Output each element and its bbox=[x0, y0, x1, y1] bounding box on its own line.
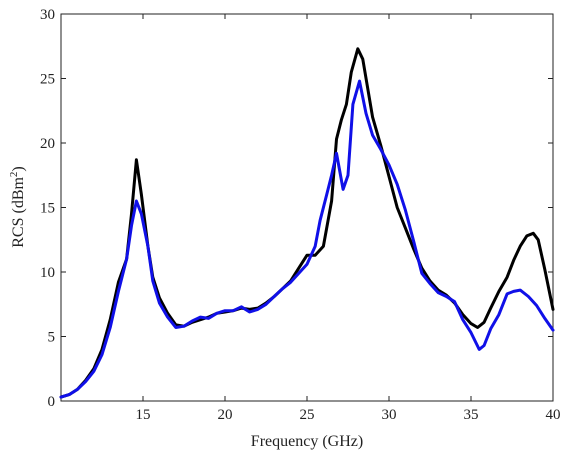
y-axis-title-base: RCS (dBm bbox=[10, 177, 27, 248]
x-tick-label: 20 bbox=[218, 407, 233, 423]
x-tick-label: 30 bbox=[382, 407, 397, 423]
x-tick-label: 35 bbox=[464, 407, 479, 423]
y-axis-title-end: ) bbox=[10, 166, 27, 171]
y-tick-label: 25 bbox=[40, 72, 55, 88]
y-tick-label: 10 bbox=[40, 265, 55, 281]
series-line-2 bbox=[59, 79, 555, 399]
y-axis-title: RCS (dBm2) bbox=[8, 166, 27, 248]
y-tick-label: 20 bbox=[40, 136, 55, 152]
y-tick-label: 0 bbox=[48, 394, 56, 410]
axis-ticks: 15 20 25 30 35 40 0 5 10 15 20 25 30 bbox=[40, 7, 561, 423]
y-tick-label: 15 bbox=[40, 201, 55, 217]
series-line-1 bbox=[59, 47, 555, 399]
x-tick-label: 40 bbox=[546, 407, 561, 423]
x-tick-label: 15 bbox=[136, 407, 151, 423]
x-tick-label: 25 bbox=[300, 407, 315, 423]
series-group bbox=[59, 47, 555, 399]
x-axis-title: Frequency (GHz) bbox=[251, 433, 363, 450]
y-tick-label: 30 bbox=[40, 7, 55, 23]
y-axis-title-superscript: 2 bbox=[8, 172, 20, 178]
y-tick-label: 5 bbox=[48, 330, 56, 346]
